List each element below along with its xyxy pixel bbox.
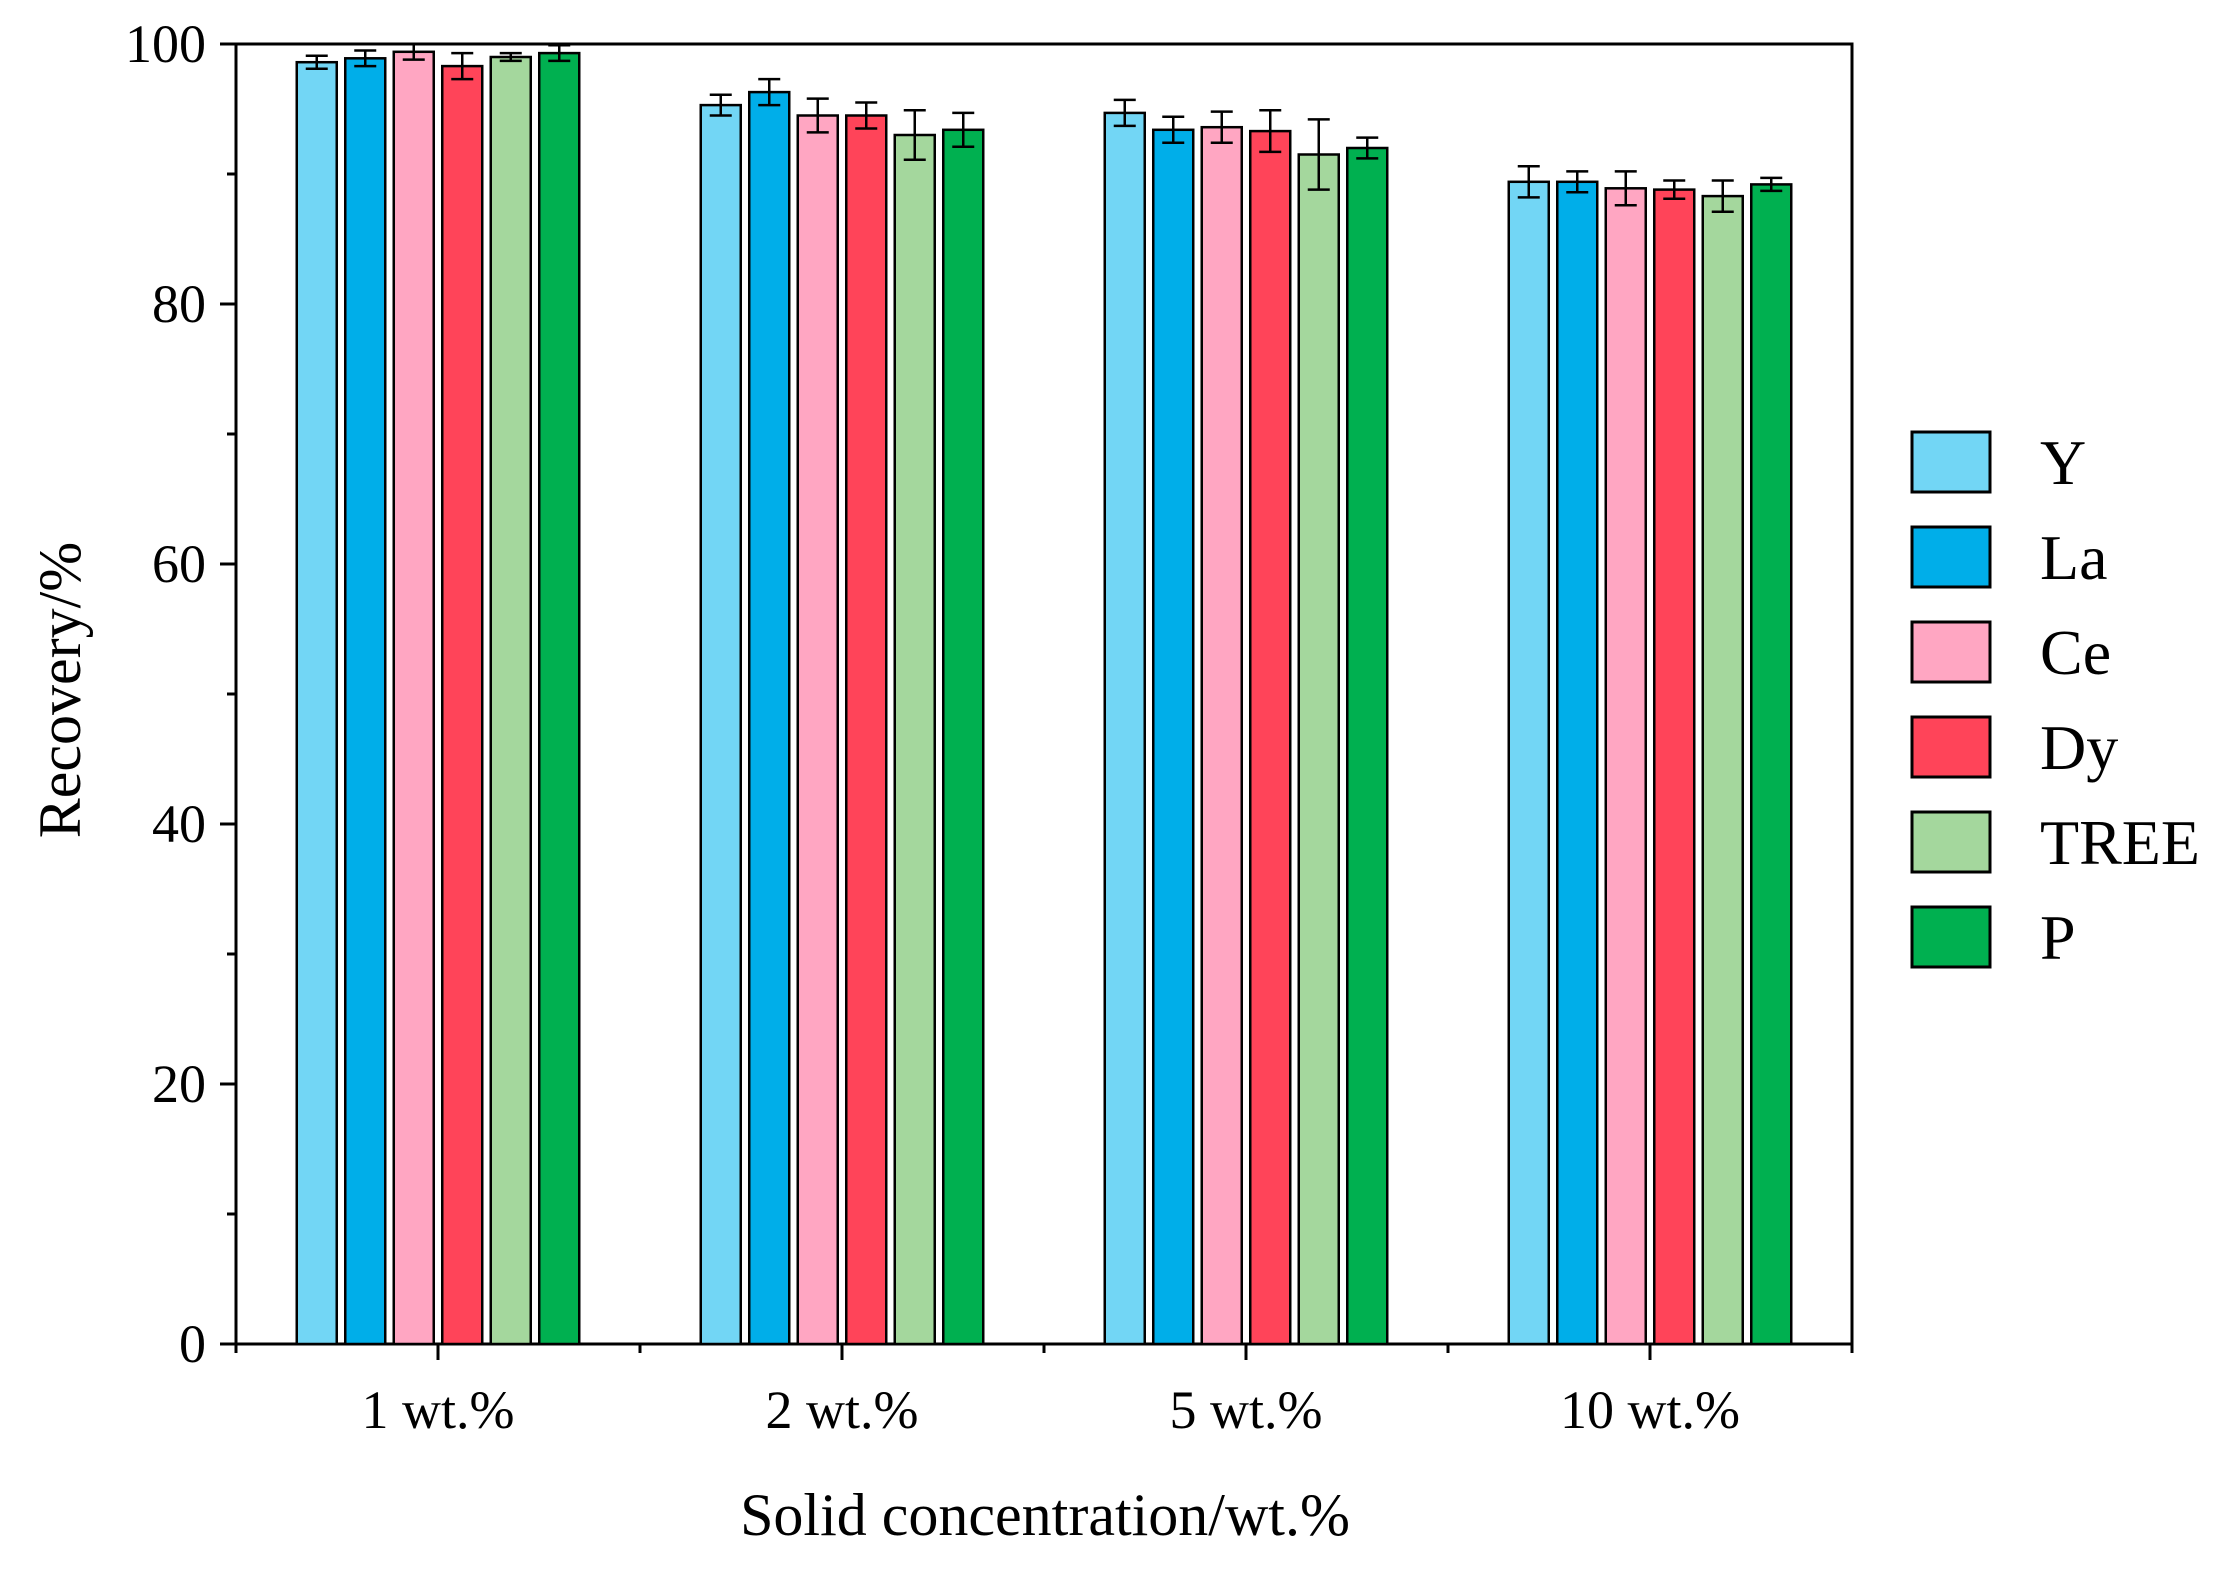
legend-swatch-tree (1910, 810, 1992, 874)
y-tick-label: 0 (179, 1314, 206, 1374)
x-tick-label: 2 wt.% (766, 1380, 919, 1440)
bar-p-3 (1346, 146, 1389, 1346)
bar-y-4 (1507, 180, 1550, 1346)
bar-ce-4 (1604, 187, 1647, 1346)
bar-p-1 (538, 51, 581, 1346)
bar-la-4 (1556, 180, 1599, 1346)
legend-swatch-p (1910, 905, 1992, 969)
bar-dy-4 (1653, 188, 1696, 1346)
legend-label-y: Y (2040, 427, 2086, 498)
bar-la-3 (1152, 128, 1195, 1346)
bar-ce-3 (1200, 125, 1243, 1346)
error-bars-group (305, 42, 1783, 213)
bar-y-1 (295, 60, 338, 1346)
legend-swatch-y (1910, 430, 1992, 494)
legend-swatch-ce (1910, 620, 1992, 684)
y-tick-label: 40 (152, 794, 206, 854)
legend-label-tree: TREE (2040, 807, 2200, 878)
x-ticks-group: 1 wt.% 2 wt.% 5 wt.% 10 wt.% (362, 1380, 1740, 1440)
bar-ce-2 (796, 114, 839, 1346)
bar-dy-2 (845, 114, 888, 1346)
x-tick-label: 5 wt.% (1170, 1380, 1323, 1440)
x-axis-title: Solid concentration/wt.% (740, 1482, 1350, 1548)
bar-y-3 (1103, 111, 1146, 1346)
bars-group (295, 50, 1793, 1346)
y-tick-label: 60 (152, 534, 206, 594)
legend-swatch-la (1910, 525, 1992, 589)
y-ticks-group: 0 20 40 60 80 100 (125, 14, 206, 1374)
bar-p-2 (942, 128, 985, 1346)
legend-label-p: P (2040, 902, 2076, 973)
y-tick-label: 20 (152, 1054, 206, 1114)
bar-tree-3 (1297, 153, 1340, 1346)
bar-tree-1 (489, 55, 532, 1346)
legend: Y La Ce Dy TREE P (1910, 427, 2200, 973)
bar-dy-1 (441, 64, 484, 1346)
x-tick-label: 10 wt.% (1560, 1380, 1740, 1440)
x-tick-label: 1 wt.% (362, 1380, 515, 1440)
bar-la-2 (748, 90, 791, 1346)
y-tick-label: 80 (152, 274, 206, 334)
legend-swatch-dy (1910, 715, 1992, 779)
y-axis-title: Recovery/% (27, 542, 93, 839)
bar-dy-3 (1249, 129, 1292, 1346)
legend-label-la: La (2040, 522, 2108, 593)
axes-group (220, 42, 1854, 1360)
legend-label-ce: Ce (2040, 617, 2111, 688)
bar-tree-4 (1701, 194, 1744, 1346)
bar-tree-2 (893, 133, 936, 1346)
legend-label-dy: Dy (2040, 712, 2118, 783)
bar-ce-1 (392, 50, 435, 1346)
y-tick-label: 100 (125, 14, 206, 74)
bar-p-4 (1750, 183, 1793, 1346)
bar-la-1 (344, 57, 387, 1346)
bar-y-2 (699, 103, 742, 1346)
